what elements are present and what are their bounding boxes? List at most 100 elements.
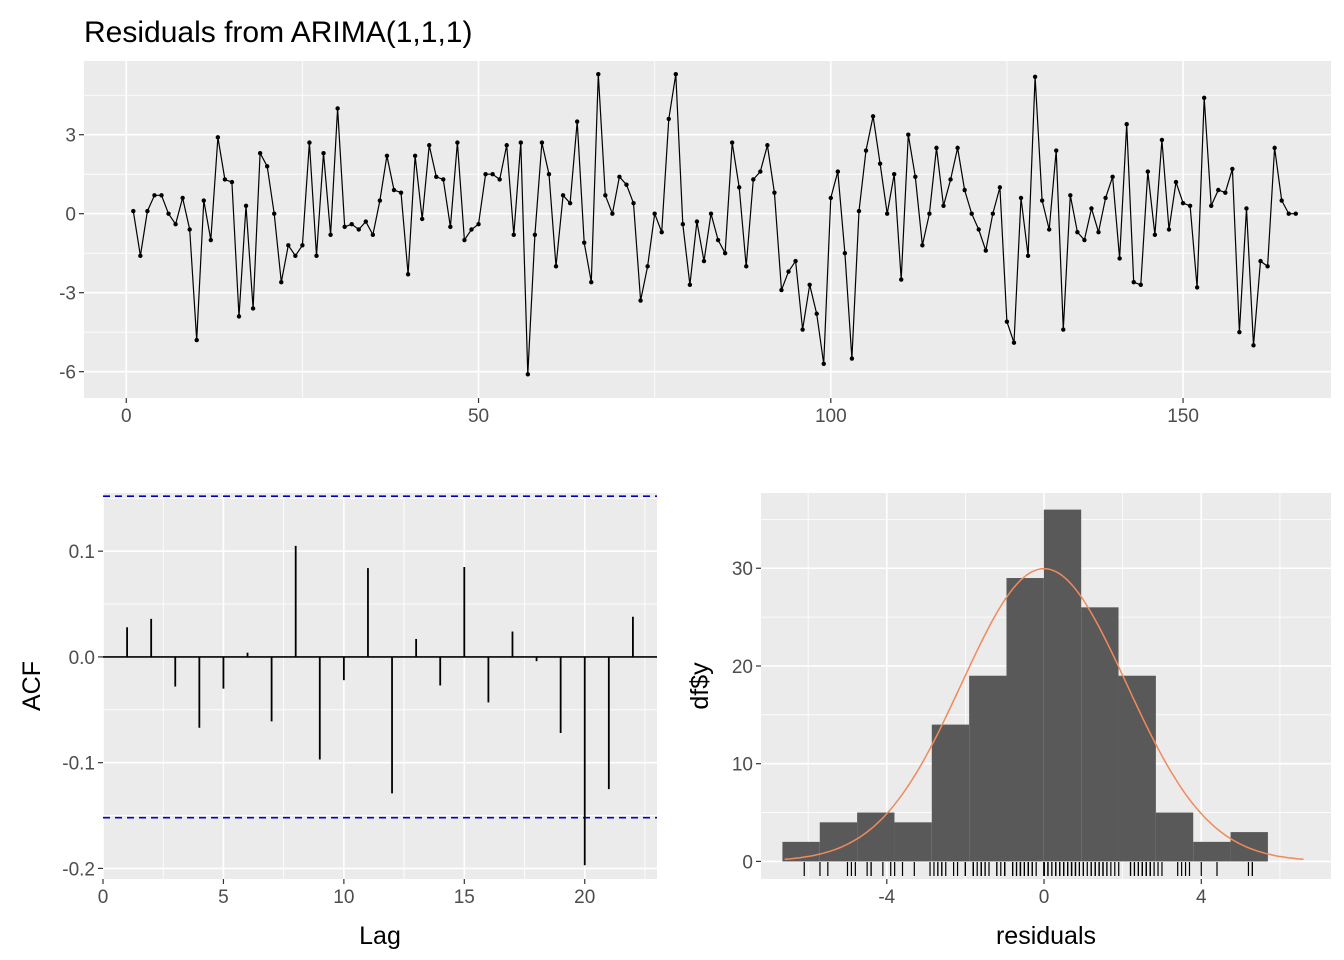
residual-point [976,227,981,232]
residual-point [652,211,657,216]
histogram-bar [969,675,1007,862]
y-axis-title: df$y [686,662,714,710]
residual-point [264,164,270,169]
residual-point [814,311,819,316]
residual-point [1117,256,1122,261]
x-tick-label: -4 [878,887,895,908]
residual-point [645,264,650,269]
residual-point [145,208,150,214]
residual-point [884,211,890,216]
residual-point [624,182,629,187]
residual-point [131,208,136,214]
residual-point [1096,229,1101,235]
residual-point [307,140,312,145]
residual-point [180,195,185,201]
x-tick-label: 4 [1196,887,1207,908]
residual-point [997,185,1003,190]
residual-point [920,243,925,248]
residual-point [582,240,587,245]
residual-point [166,211,171,216]
residual-point [335,106,340,111]
residual-point [729,140,735,145]
x-axis-title: Lag [359,922,401,950]
residual-point [1075,229,1080,235]
residual-point [201,198,206,203]
residual-point [1124,121,1129,127]
residual-point [1145,169,1151,174]
residual-point [863,148,869,153]
residual-point [899,277,904,282]
residual-point [694,219,700,224]
residual-point [504,143,509,148]
residual-point [751,177,756,182]
residual-point [518,140,524,145]
residual-point [398,190,404,195]
residual-point [1180,200,1186,206]
residual-point [342,224,347,230]
residual-point [1187,203,1193,209]
residual-point [708,211,714,216]
residual-point [638,298,643,303]
residual-point [1082,237,1087,243]
residual-point [941,203,946,209]
residual-point [793,258,798,264]
residual-point [1039,198,1045,203]
residual-point [849,356,855,361]
residual-point [257,150,263,156]
x-tick-label: 0 [121,406,132,427]
residual-point [560,193,566,198]
residual-point [1286,211,1291,216]
y-tick-label: 0 [65,205,76,226]
histogram-bar [931,724,970,862]
residual-point [532,232,538,237]
residual-point [455,140,460,145]
y-tick-label: 20 [732,657,753,678]
residual-point [1258,258,1263,264]
y-tick-label: 10 [732,755,753,776]
residual-point [800,327,805,332]
residual-point [1166,227,1172,232]
residual-point [1159,137,1165,143]
x-tick-label: 50 [468,406,489,427]
residual-point [1251,343,1256,348]
panel-background [84,61,1331,398]
residual-point [490,172,495,177]
residual-point [673,71,678,77]
residual-point [1068,193,1073,198]
residual-point [1054,148,1059,153]
histogram-bar [1118,675,1156,862]
histogram-bar [857,812,895,862]
residual-point [877,161,883,166]
residual-point [1061,327,1066,332]
residual-point [567,200,573,206]
residual-point [737,185,742,190]
residual-point [187,227,192,232]
residual-point [1004,319,1010,324]
y-tick-label: 3 [65,126,76,147]
residual-point [1011,340,1017,345]
residual-point [272,211,277,216]
residual-point [419,216,425,222]
x-tick-label: 150 [1167,406,1199,427]
residual-point [758,169,763,174]
residual-point [1265,264,1270,269]
residual-point [208,237,214,243]
histogram-panel: -4 0 4 0 10 20 30 residuals df$y [686,493,1331,950]
residual-point [603,193,608,198]
residual-point [525,372,531,377]
residual-point [574,119,580,124]
histogram-bar [1081,607,1119,862]
x-tick-label: 0 [98,887,109,908]
residual-point [370,232,376,237]
residual-point [687,282,693,287]
residual-point [441,177,446,182]
residual-point [913,174,918,180]
residual-point [842,250,848,256]
residual-point [405,272,411,277]
residual-point [1103,195,1108,201]
x-axis-title: residuals [996,922,1096,950]
residual-point [384,153,390,158]
residual-point [680,222,686,227]
residual-point [222,177,228,182]
residual-point [870,114,876,119]
